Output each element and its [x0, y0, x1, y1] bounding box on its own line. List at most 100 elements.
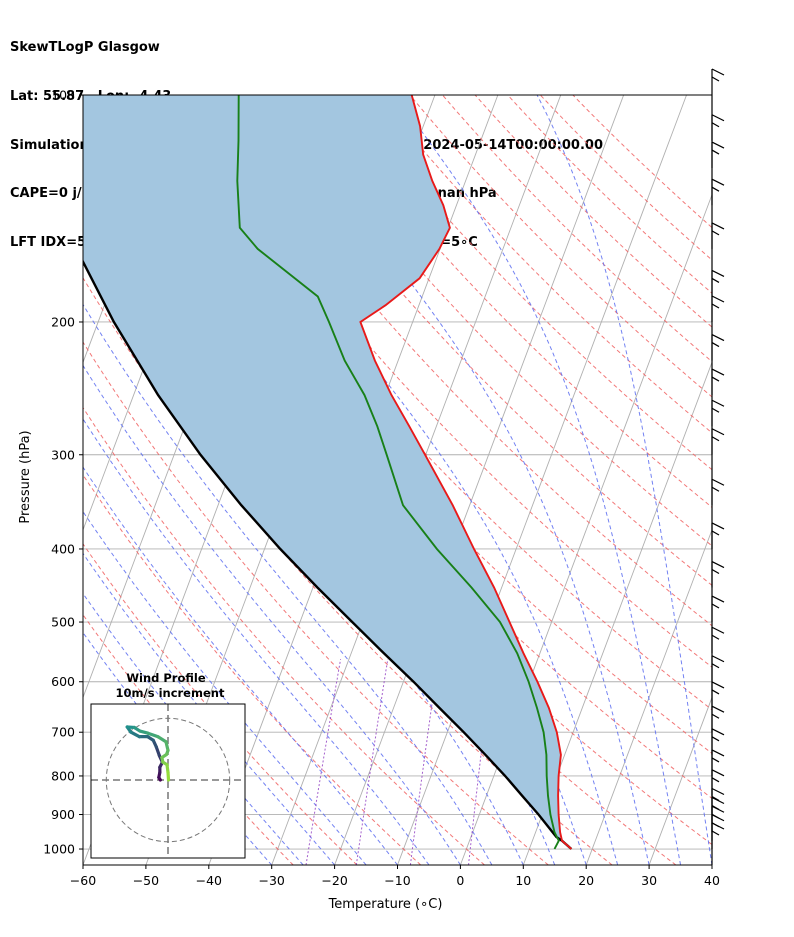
wind-barb	[711, 222, 725, 249]
wind-barb-flag	[711, 478, 725, 486]
dewpoint-line	[236, 95, 560, 850]
wind-barb-flag	[711, 689, 720, 695]
isotherm-line	[585, 528, 712, 865]
wind-barb	[711, 368, 725, 396]
dry-adiabat	[83, 543, 358, 865]
plot-area	[83, 95, 794, 865]
isotherm-line	[522, 361, 712, 865]
wind-barb	[711, 749, 725, 776]
isotherm-line	[648, 696, 712, 865]
wind-barb-flag	[711, 569, 720, 575]
hodograph-frame	[90, 703, 246, 859]
wind-barb-flag	[711, 295, 725, 303]
dry-adiabat	[83, 341, 549, 865]
y-tick-label: 800	[51, 768, 75, 783]
wind-barb-flag	[711, 436, 720, 442]
hodograph-title: Wind Profile	[126, 671, 206, 685]
moist-adiabat	[271, 95, 650, 865]
x-tick-label: 30	[641, 873, 657, 888]
wind-barb-flag	[711, 728, 725, 736]
dry-adiabat	[572, 95, 712, 229]
wind-barb-flag	[711, 68, 725, 76]
title: SkewTLogP Glasgow	[10, 40, 160, 56]
wind-barb-flag	[711, 230, 720, 236]
wind-barb-flag	[711, 522, 725, 530]
wind-barb-flag	[711, 277, 720, 283]
wind-barb-flag	[711, 822, 720, 828]
dry-adiabat	[214, 95, 712, 627]
moist-adiabat	[83, 631, 273, 865]
wind-barb	[711, 822, 725, 850]
wind-barb-flag	[711, 626, 725, 634]
wind-barb	[711, 68, 725, 95]
wind-barbs	[711, 68, 725, 865]
hodograph-clip-group	[91, 704, 245, 858]
wind-barb-flag	[711, 561, 725, 569]
wind-barb	[711, 295, 725, 322]
wind-barb	[711, 787, 725, 815]
wind-barb	[711, 334, 725, 361]
cin-shading	[83, 95, 572, 849]
wind-barb	[711, 399, 725, 427]
hodograph-trace-segment	[146, 731, 160, 739]
y-tick-label: 200	[51, 314, 75, 329]
wind-barb-flag	[711, 777, 720, 783]
moist-adiabat	[83, 418, 430, 865]
y-tick-label: 300	[51, 447, 75, 462]
y-tick-label: 900	[51, 807, 75, 822]
wind-barb-flag	[711, 141, 725, 149]
temperature-line	[359, 95, 573, 850]
moist-adiabat	[83, 303, 493, 865]
moist-adiabat	[536, 95, 712, 865]
wind-barb-flag	[711, 713, 720, 719]
wind-barb	[711, 114, 725, 141]
wind-barb-flag	[711, 342, 720, 348]
wind-barb-flag	[711, 178, 725, 186]
x-tick-label: 0	[456, 873, 464, 888]
dry-adiabat	[344, 95, 712, 471]
y-tick-label: 400	[51, 541, 75, 556]
wind-barb-flag	[711, 655, 725, 663]
wind-barb	[711, 595, 725, 623]
hodograph-trace-segment	[129, 730, 142, 739]
y-tick-label: 1000	[43, 842, 75, 857]
mixing-ratio-line	[305, 659, 342, 865]
wind-barb-flag	[711, 149, 720, 155]
wind-barb	[711, 522, 725, 549]
x-tick-label: −40	[196, 873, 222, 888]
wind-barb-flag	[711, 368, 725, 376]
wind-barb	[711, 626, 725, 654]
x-tick-label: 40	[704, 873, 720, 888]
wind-barb	[711, 269, 725, 297]
wind-barb	[711, 478, 725, 506]
isotherm-line	[775, 95, 794, 865]
wind-barb-flag	[711, 303, 720, 309]
hodograph-subtitle: 10m/s increment	[116, 686, 225, 700]
wind-barb-flag	[711, 769, 725, 777]
wind-barb-flag	[711, 595, 725, 603]
wind-barb	[711, 705, 725, 733]
wind-barb-flag	[711, 749, 725, 757]
dry-adiabat	[83, 474, 422, 865]
wind-barb	[711, 178, 725, 206]
wind-barb-flag	[711, 407, 720, 413]
wind-barb	[711, 655, 725, 682]
x-tick-label: −60	[70, 873, 96, 888]
moist-adiabat	[83, 147, 556, 865]
wind-barb-flag	[711, 334, 725, 342]
y-tick-label: 500	[51, 615, 75, 630]
x-tick-label: −50	[133, 873, 159, 888]
wind-barb	[711, 728, 725, 755]
moist-adiabat	[394, 95, 681, 865]
wind-barb-flag	[711, 269, 725, 277]
wind-barb-flag	[711, 76, 720, 82]
wind-barb-flag	[711, 830, 720, 836]
moist-adiabat	[83, 466, 398, 865]
x-tick-label: 20	[578, 873, 594, 888]
y-tick-label: 600	[51, 674, 75, 689]
wind-barb	[711, 681, 725, 708]
wind-barb	[711, 428, 725, 455]
moist-adiabat	[83, 552, 335, 865]
dry-adiabat	[409, 95, 712, 398]
